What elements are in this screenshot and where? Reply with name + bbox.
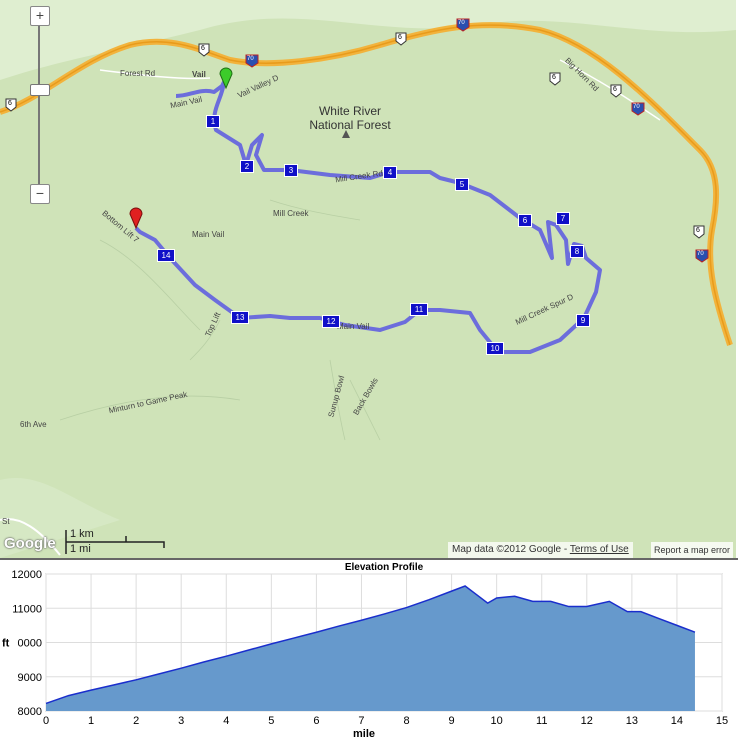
x-tick-label: 7 bbox=[358, 715, 364, 727]
waypoint-marker[interactable]: 2 bbox=[240, 160, 254, 173]
elevation-profile-chart: 0 1 2 3 4 5 6 7 8 9 10 11 12 13 14 15 8000 9000 0000 11000 1… bbox=[0, 558, 738, 743]
shield-label: 70 bbox=[697, 251, 704, 257]
waypoint-marker[interactable]: 12 bbox=[322, 315, 340, 328]
map-label: Main Vail bbox=[192, 230, 225, 239]
shield-label: 6 bbox=[696, 227, 700, 234]
zoom-out-button[interactable]: − bbox=[30, 184, 50, 204]
waypoint-marker[interactable]: 8 bbox=[570, 245, 584, 258]
google-logo: Google bbox=[4, 535, 56, 552]
waypoint-marker[interactable]: 7 bbox=[556, 212, 570, 225]
chart-svg: 0 1 2 3 4 5 6 7 8 9 10 11 12 13 14 15800090000000110001… bbox=[2, 562, 728, 740]
waypoint-marker[interactable]: 4 bbox=[383, 166, 397, 179]
x-tick-label: 6 bbox=[313, 715, 319, 727]
map-label: Main Vail bbox=[337, 322, 370, 331]
shield-label: 6 bbox=[613, 86, 617, 93]
x-tick-label: 5 bbox=[268, 715, 274, 727]
waypoint-marker[interactable]: 1 bbox=[206, 115, 220, 128]
x-tick-label: 15 bbox=[716, 715, 728, 727]
highway-i70 bbox=[0, 22, 733, 346]
report-error-link[interactable]: Report a map error bbox=[651, 542, 734, 558]
map-view[interactable]: 6 6 6 6 6 6 70 70 70 70 Forest Rd Vail M… bbox=[0, 0, 736, 558]
y-tick-label: 12000 bbox=[11, 569, 42, 581]
map-label: 6th Ave bbox=[20, 420, 47, 429]
scale-bar: 1 km 1 mi bbox=[64, 528, 174, 556]
y-tick-label: 11000 bbox=[12, 603, 42, 615]
waypoint-marker[interactable]: 10 bbox=[486, 342, 504, 355]
shield-label: 6 bbox=[8, 100, 12, 107]
highway-shields bbox=[5, 18, 709, 263]
waypoint-marker[interactable]: 3 bbox=[284, 164, 298, 177]
start-pin-icon bbox=[219, 67, 233, 90]
forest-icon bbox=[342, 130, 350, 138]
scale-km: 1 km bbox=[70, 528, 94, 540]
x-tick-label: 4 bbox=[223, 715, 229, 727]
terms-link[interactable]: Terms of Use bbox=[569, 544, 629, 555]
x-tick-label: 2 bbox=[133, 715, 139, 727]
shield-label: 6 bbox=[398, 34, 402, 41]
attribution-text: Map data ©2012 Google - bbox=[452, 544, 570, 555]
map-label: Vail bbox=[192, 70, 206, 79]
zoom-slider-thumb[interactable] bbox=[30, 84, 50, 96]
x-tick-label: 9 bbox=[449, 715, 455, 727]
x-tick-label: 10 bbox=[491, 715, 503, 727]
end-pin-icon bbox=[129, 207, 143, 230]
waypoint-marker[interactable]: 11 bbox=[410, 303, 428, 316]
shield-label: 6 bbox=[201, 45, 205, 52]
zoom-slider-track[interactable] bbox=[38, 26, 40, 192]
shield-label: 70 bbox=[458, 20, 465, 26]
x-tick-label: 12 bbox=[581, 715, 593, 727]
y-tick-label: 9000 bbox=[18, 672, 42, 684]
map-label: Forest Rd bbox=[120, 69, 156, 78]
route-line bbox=[134, 80, 602, 354]
x-axis-label: mile bbox=[353, 728, 375, 740]
shield-label: 70 bbox=[247, 56, 254, 62]
shield-label: 70 bbox=[633, 104, 640, 110]
x-tick-label: 1 bbox=[88, 715, 94, 727]
x-tick-label: 0 bbox=[43, 715, 49, 727]
map-attribution: Map data ©2012 Google - Terms of Use bbox=[448, 542, 633, 558]
map-label: St bbox=[2, 517, 10, 526]
scale-mi: 1 mi bbox=[70, 543, 91, 555]
map-label: Mill Creek bbox=[273, 209, 309, 218]
x-tick-label: 8 bbox=[403, 715, 409, 727]
elevation-line bbox=[45, 585, 696, 705]
x-tick-label: 11 bbox=[536, 715, 547, 727]
zoom-in-button[interactable]: + bbox=[30, 6, 50, 26]
waypoint-marker[interactable]: 6 bbox=[518, 214, 532, 227]
waypoint-marker[interactable]: 9 bbox=[576, 314, 590, 327]
y-tick-label: 8000 bbox=[18, 706, 42, 718]
x-tick-label: 3 bbox=[178, 715, 184, 727]
y-axis-label: ft bbox=[2, 638, 10, 650]
waypoint-marker[interactable]: 5 bbox=[455, 178, 469, 191]
x-tick-label: 14 bbox=[671, 715, 683, 727]
chart-title: Elevation Profile bbox=[345, 562, 424, 573]
park-label: White River National Forest bbox=[309, 104, 391, 132]
y-tick-label: 0000 bbox=[18, 638, 42, 650]
x-tick-label: 13 bbox=[626, 715, 638, 727]
waypoint-marker[interactable]: 14 bbox=[157, 249, 175, 262]
shield-label: 6 bbox=[552, 74, 556, 81]
elevation-area bbox=[46, 585, 695, 711]
zoom-control: + − bbox=[30, 6, 50, 206]
waypoint-marker[interactable]: 13 bbox=[231, 311, 249, 324]
map-canvas bbox=[0, 0, 736, 558]
